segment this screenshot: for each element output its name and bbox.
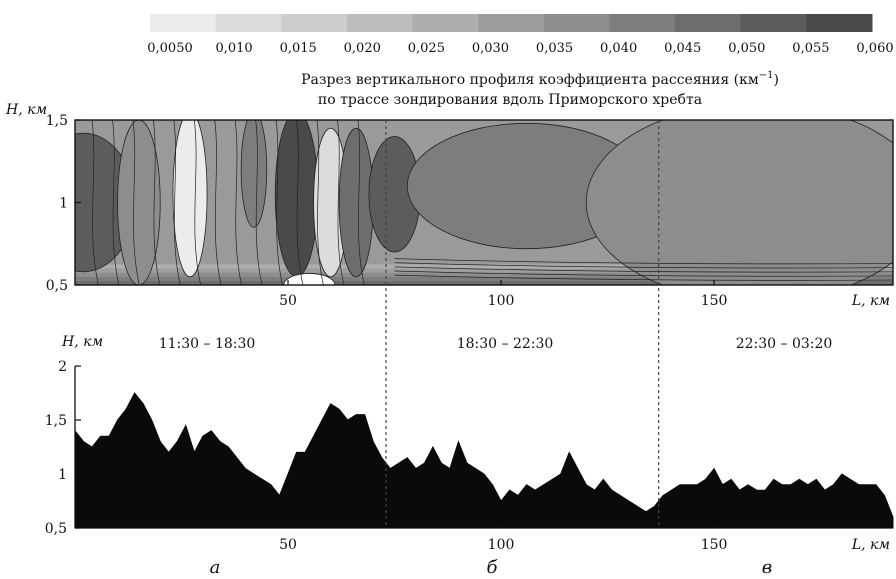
top-xtick-label: 50 bbox=[279, 293, 297, 309]
heatmap-band bbox=[75, 264, 893, 269]
top-ylabel: H, км bbox=[5, 102, 47, 118]
heatmap-contour-line bbox=[316, 120, 324, 285]
heatmap-contour bbox=[240, 120, 268, 228]
heatmap-contour-line bbox=[296, 120, 304, 285]
colorbar-tick-label: 0,020 bbox=[344, 41, 381, 56]
heatmap-contour-line bbox=[112, 120, 120, 285]
dividers bbox=[385, 120, 660, 528]
heatmap-contour-line bbox=[394, 266, 893, 273]
top-xtick-label: 150 bbox=[701, 293, 728, 309]
heatmap-contour-line bbox=[394, 262, 893, 269]
colorbar-tick-label: 0,045 bbox=[664, 41, 701, 56]
chart-title-line1: Разрез вертикального профиля коэффициент… bbox=[301, 70, 779, 88]
colorbar-segment bbox=[740, 14, 807, 32]
heatmap-contour-line bbox=[394, 270, 893, 277]
colorbar-tick-label: 0,015 bbox=[280, 41, 317, 56]
top-xtick-label: 100 bbox=[488, 293, 515, 309]
bottom-ylabel: H, км bbox=[61, 334, 103, 350]
heatmap-contour bbox=[274, 120, 319, 278]
colorbar-tick-label: 0,010 bbox=[215, 41, 252, 56]
heatmap-contour-line bbox=[214, 120, 222, 285]
chart-title-close: ) bbox=[773, 72, 778, 88]
colorbar-segment bbox=[281, 14, 348, 32]
panel-letter-c: в bbox=[762, 557, 772, 578]
colorbar-segment bbox=[675, 14, 742, 32]
colorbar-tick-label: 0,0050 bbox=[147, 41, 193, 56]
top-ytick-label: 0,5 bbox=[46, 278, 68, 294]
time-label-b: 18:30 – 22:30 bbox=[457, 336, 554, 352]
colorbar-segment bbox=[543, 14, 610, 32]
heatmap-contour-line bbox=[193, 120, 202, 285]
heatmap-contour-line bbox=[337, 120, 345, 285]
colorbar-tick-label: 0,040 bbox=[600, 41, 637, 56]
colorbar-tick-label: 0,055 bbox=[792, 41, 829, 56]
chart-title-line2: по трассе зондирования вдоль Приморского… bbox=[318, 92, 702, 108]
heatmap-contour-line bbox=[91, 120, 99, 285]
colorbar: 0,0050 0,010 0,015 0,020 0,025 0,030 0,035 0,04… bbox=[147, 14, 894, 56]
top-axes: 1,5 1 0,5 50 100 150 L, км bbox=[46, 113, 890, 309]
bottom-panel: 2 1,5 1 0,5 50 100 150 L, км bbox=[45, 359, 894, 553]
heatmap-contour bbox=[338, 127, 374, 278]
heatmap-contour-line bbox=[234, 120, 242, 285]
heatmap-band bbox=[75, 280, 893, 285]
colorbar-segment bbox=[806, 14, 873, 32]
heatmap-contour-line bbox=[394, 274, 893, 281]
heatmap-contour bbox=[172, 120, 208, 278]
heatmap-band bbox=[75, 276, 893, 281]
heatmap-contour-line bbox=[275, 120, 283, 285]
heatmap-contour-line bbox=[173, 120, 181, 285]
bottom-xtick-label: 100 bbox=[488, 537, 515, 553]
top-ytick-label: 1,5 bbox=[46, 113, 68, 129]
top-panel: 1,5 1 0,5 50 100 150 L, км bbox=[46, 113, 894, 309]
terrain-area bbox=[74, 392, 894, 529]
panel-letter-b: б bbox=[487, 557, 499, 578]
chart-title-superscript: −1 bbox=[759, 70, 774, 81]
heatmap-contour-line bbox=[132, 120, 140, 285]
bottom-ytick-label: 2 bbox=[58, 359, 67, 375]
colorbar-segment bbox=[412, 14, 479, 32]
colorbar-segment bbox=[478, 14, 545, 32]
top-ytick-label: 1 bbox=[59, 196, 68, 212]
heatmap-contour-line bbox=[255, 120, 263, 285]
colorbar-tick-label: 0,030 bbox=[472, 41, 509, 56]
heatmap-contour-line bbox=[394, 258, 893, 265]
chart-title-main: Разрез вертикального профиля коэффициент… bbox=[301, 72, 759, 88]
bottom-xtick-label: 50 bbox=[279, 537, 297, 553]
heatmap-contour-line bbox=[153, 120, 161, 285]
colorbar-segment bbox=[150, 14, 217, 32]
panel-letter-a: а bbox=[210, 557, 221, 578]
bottom-ytick-label: 0,5 bbox=[45, 521, 67, 537]
top-xlabel: L, км bbox=[851, 293, 890, 309]
colorbar-tick-label: 0,025 bbox=[408, 41, 445, 56]
colorbar-segment bbox=[346, 14, 414, 32]
bottom-ytick-label: 1,5 bbox=[45, 413, 67, 429]
time-label-a: 11:30 – 18:30 bbox=[159, 336, 256, 352]
heatmap bbox=[75, 120, 893, 285]
heatmap-contour bbox=[283, 273, 336, 285]
heatmap-band bbox=[75, 272, 893, 277]
heatmap-contour bbox=[585, 120, 893, 285]
bottom-ytick-label: 1 bbox=[58, 467, 67, 483]
colorbar-tick-label: 0,050 bbox=[728, 41, 765, 56]
colorbar-tick-label: 0,035 bbox=[536, 41, 573, 56]
bottom-xtick-label: 150 bbox=[701, 537, 728, 553]
colorbar-tick-label: 0,060 bbox=[856, 41, 893, 56]
heatmap-contour-line bbox=[357, 120, 365, 285]
heatmap-band bbox=[75, 268, 893, 273]
heatmap-contour bbox=[117, 120, 161, 285]
time-label-c: 22:30 – 03:20 bbox=[736, 336, 833, 352]
colorbar-segment bbox=[609, 14, 676, 32]
bottom-xlabel: L, км bbox=[851, 537, 890, 553]
colorbar-segment bbox=[215, 14, 282, 32]
